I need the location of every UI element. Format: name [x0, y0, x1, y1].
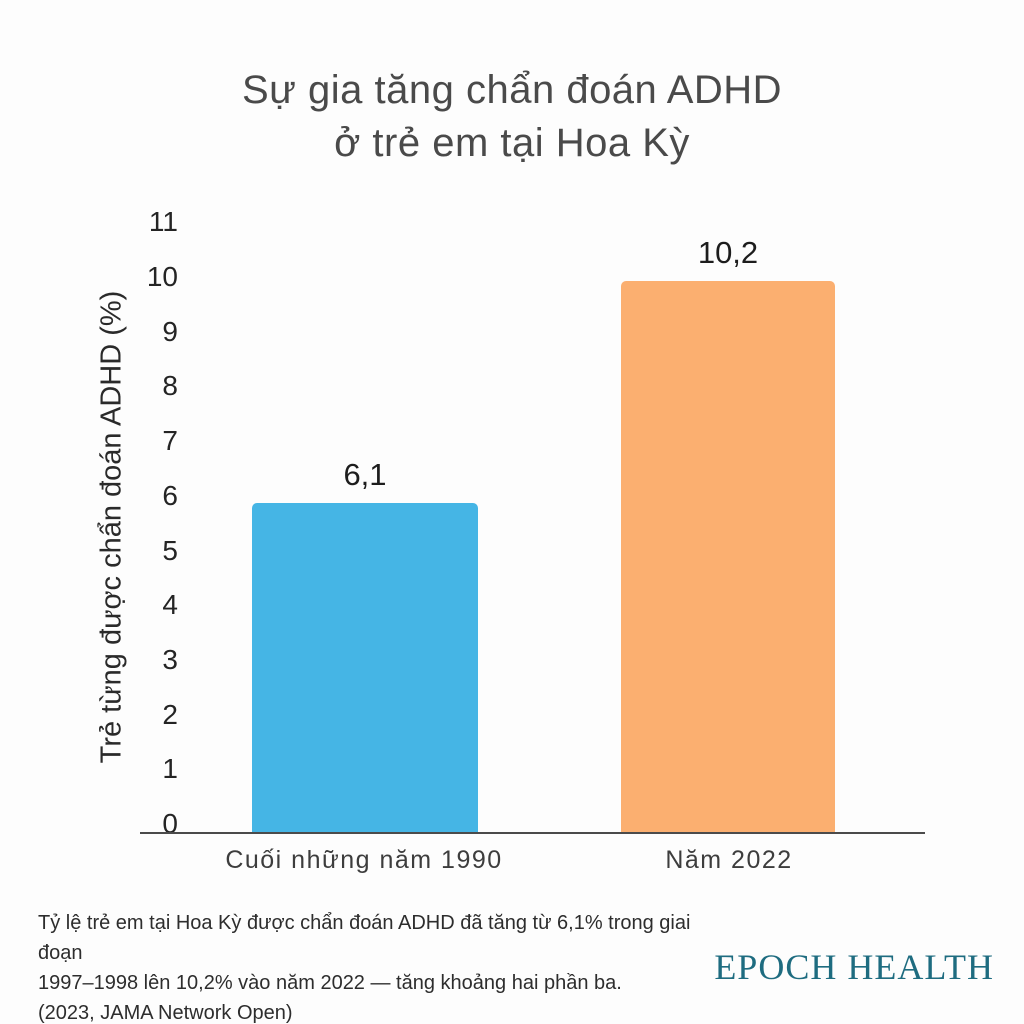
y-tick-label: 3 — [162, 643, 178, 675]
chart-caption: Tỷ lệ trẻ em tại Hoa Kỳ được chẩn đoán A… — [38, 908, 698, 1024]
y-tick-label: 7 — [162, 425, 178, 457]
y-tick-label: 11 — [148, 206, 178, 238]
bar-2022 — [621, 281, 835, 832]
x-axis-label-late-1990s: Cuối những năm 1990 — [225, 846, 503, 874]
bar-late-1990s — [252, 502, 478, 832]
y-tick-label: 6 — [162, 479, 178, 511]
chart-title-line-1: Sự gia tăng chẩn đoán ADHD — [241, 68, 783, 112]
chart-title: Sự gia tăng chẩn đoán ADHD ở trẻ em tại … — [0, 64, 1024, 170]
chart-title-line-2: ở trẻ em tại Hoa Kỳ — [334, 121, 690, 165]
x-axis-line — [140, 832, 925, 834]
y-tick-label: 8 — [162, 370, 178, 402]
brand-logo: EPOCH HEALTH — [714, 947, 994, 987]
y-tick-label: 9 — [162, 315, 178, 347]
y-tick-label: 2 — [162, 698, 178, 730]
y-tick-label: 0 — [162, 808, 178, 839]
x-axis-label-2022: Năm 2022 — [665, 846, 793, 874]
y-tick-label: 10 — [146, 261, 178, 292]
bar-value-label-late-1990s: 6,1 — [343, 456, 387, 492]
bar-value-label-2022: 10,2 — [697, 235, 759, 271]
y-tick-label: 5 — [162, 534, 178, 566]
y-axis-title: Trẻ từng được chẩn đoán ADHD (%) — [95, 290, 128, 764]
caption-line-3: (2023, JAMA Network Open) — [38, 1002, 293, 1024]
y-tick-label: 4 — [162, 589, 178, 621]
caption-line-1: Tỷ lệ trẻ em tại Hoa Kỳ được chẩn đoán A… — [38, 912, 691, 964]
caption-line-2: 1997–1998 lên 10,2% vào năm 2022 — tăng … — [38, 972, 622, 994]
y-tick-label: 1 — [162, 753, 178, 785]
